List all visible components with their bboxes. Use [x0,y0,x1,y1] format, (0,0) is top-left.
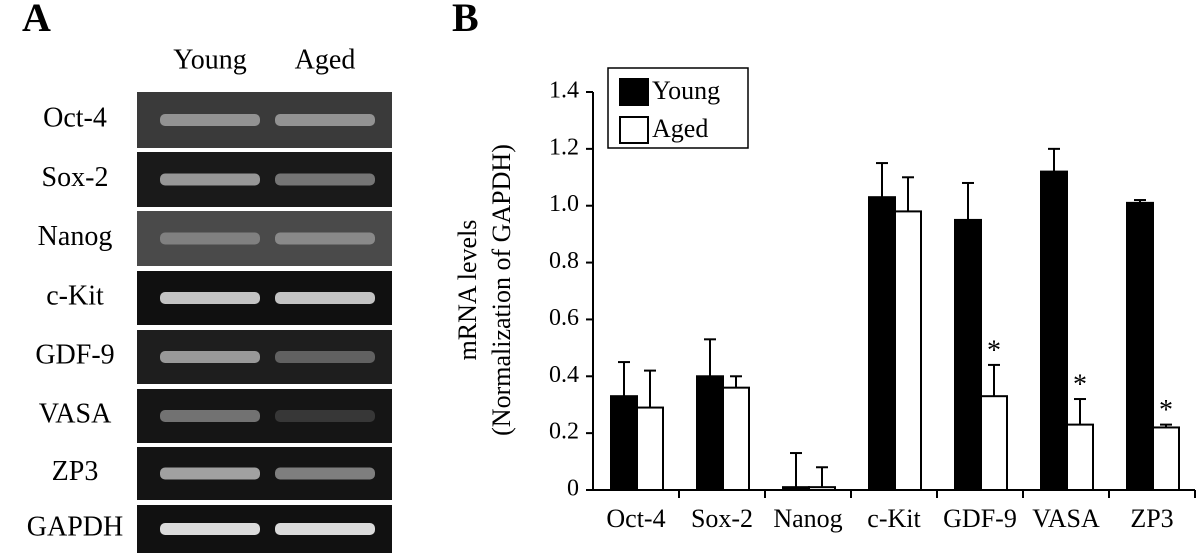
gel-band [160,467,260,480]
row-label: ZP3 [52,456,99,487]
panel-label: A [22,0,51,40]
row-label: GAPDH [27,511,123,542]
bar [696,375,724,491]
gel-band [160,292,260,304]
bar [954,218,982,492]
gel-band [275,467,375,480]
gel-band [275,292,375,304]
row-label: c-Kit [46,280,104,311]
y-tick-label: 0.8 [549,248,579,274]
y-axis-title-line: (Normalization of GAPDH) [487,144,516,436]
gel-band [275,232,375,245]
bar [808,486,836,491]
bar [1152,426,1180,492]
bar [980,395,1008,491]
x-tick-label: VASA [1032,504,1100,533]
gel-band [160,173,260,186]
x-tick-label: Sox-2 [691,504,753,533]
gel-band [275,351,375,363]
gel-band [160,523,260,535]
panel-label: B [452,0,479,40]
significance-mark: * [987,335,1001,366]
row-label: VASA [39,398,112,429]
legend-swatch [619,116,649,144]
gel-band [275,523,375,535]
x-tick-label: ZP3 [1130,504,1173,533]
bar [868,196,896,492]
gel-band [275,114,375,126]
y-tick-label: 0.4 [549,362,579,388]
y-tick-label: 0.6 [549,305,579,331]
x-tick-label: Nanog [773,504,842,533]
gel-lane [137,389,392,443]
x-tick-label: Oct-4 [606,504,665,533]
y-tick-label: 0.2 [549,419,579,445]
bar [636,406,664,491]
row-label: Sox-2 [42,162,109,193]
bar [782,486,810,491]
gel-band [160,410,260,422]
gel-band [275,173,375,186]
gel-lane [137,92,392,148]
gel-band [160,232,260,245]
bar [610,395,638,491]
bar [1040,170,1068,491]
y-axis-title-line: mRNA levels [453,220,482,361]
gel-band [160,351,260,363]
gel-band [275,410,375,422]
column-label: Aged [295,44,356,75]
column-label: Young [173,44,246,75]
gel-lane [137,211,392,266]
legend-label: Aged [652,114,708,143]
gel-band [160,114,260,126]
bar [722,386,750,491]
significance-mark: * [1159,395,1173,426]
y-tick-label: 0 [567,476,579,502]
row-label: GDF-9 [35,339,114,370]
row-label: Nanog [38,221,113,252]
bar [894,210,922,491]
x-tick-label: c-Kit [867,504,921,533]
legend-swatch [619,78,649,106]
bar [1126,201,1154,491]
y-tick-label: 1.0 [549,191,579,217]
y-tick-label: 1.4 [549,78,579,104]
y-tick-label: 1.2 [549,134,579,160]
bar [1066,423,1094,491]
x-tick-label: GDF-9 [943,504,1017,533]
significance-mark: * [1073,369,1087,400]
y-axis-title: mRNA levels (Normalization of GAPDH) [453,144,516,436]
legend-label: Young [652,76,720,105]
row-label: Oct-4 [43,102,107,133]
